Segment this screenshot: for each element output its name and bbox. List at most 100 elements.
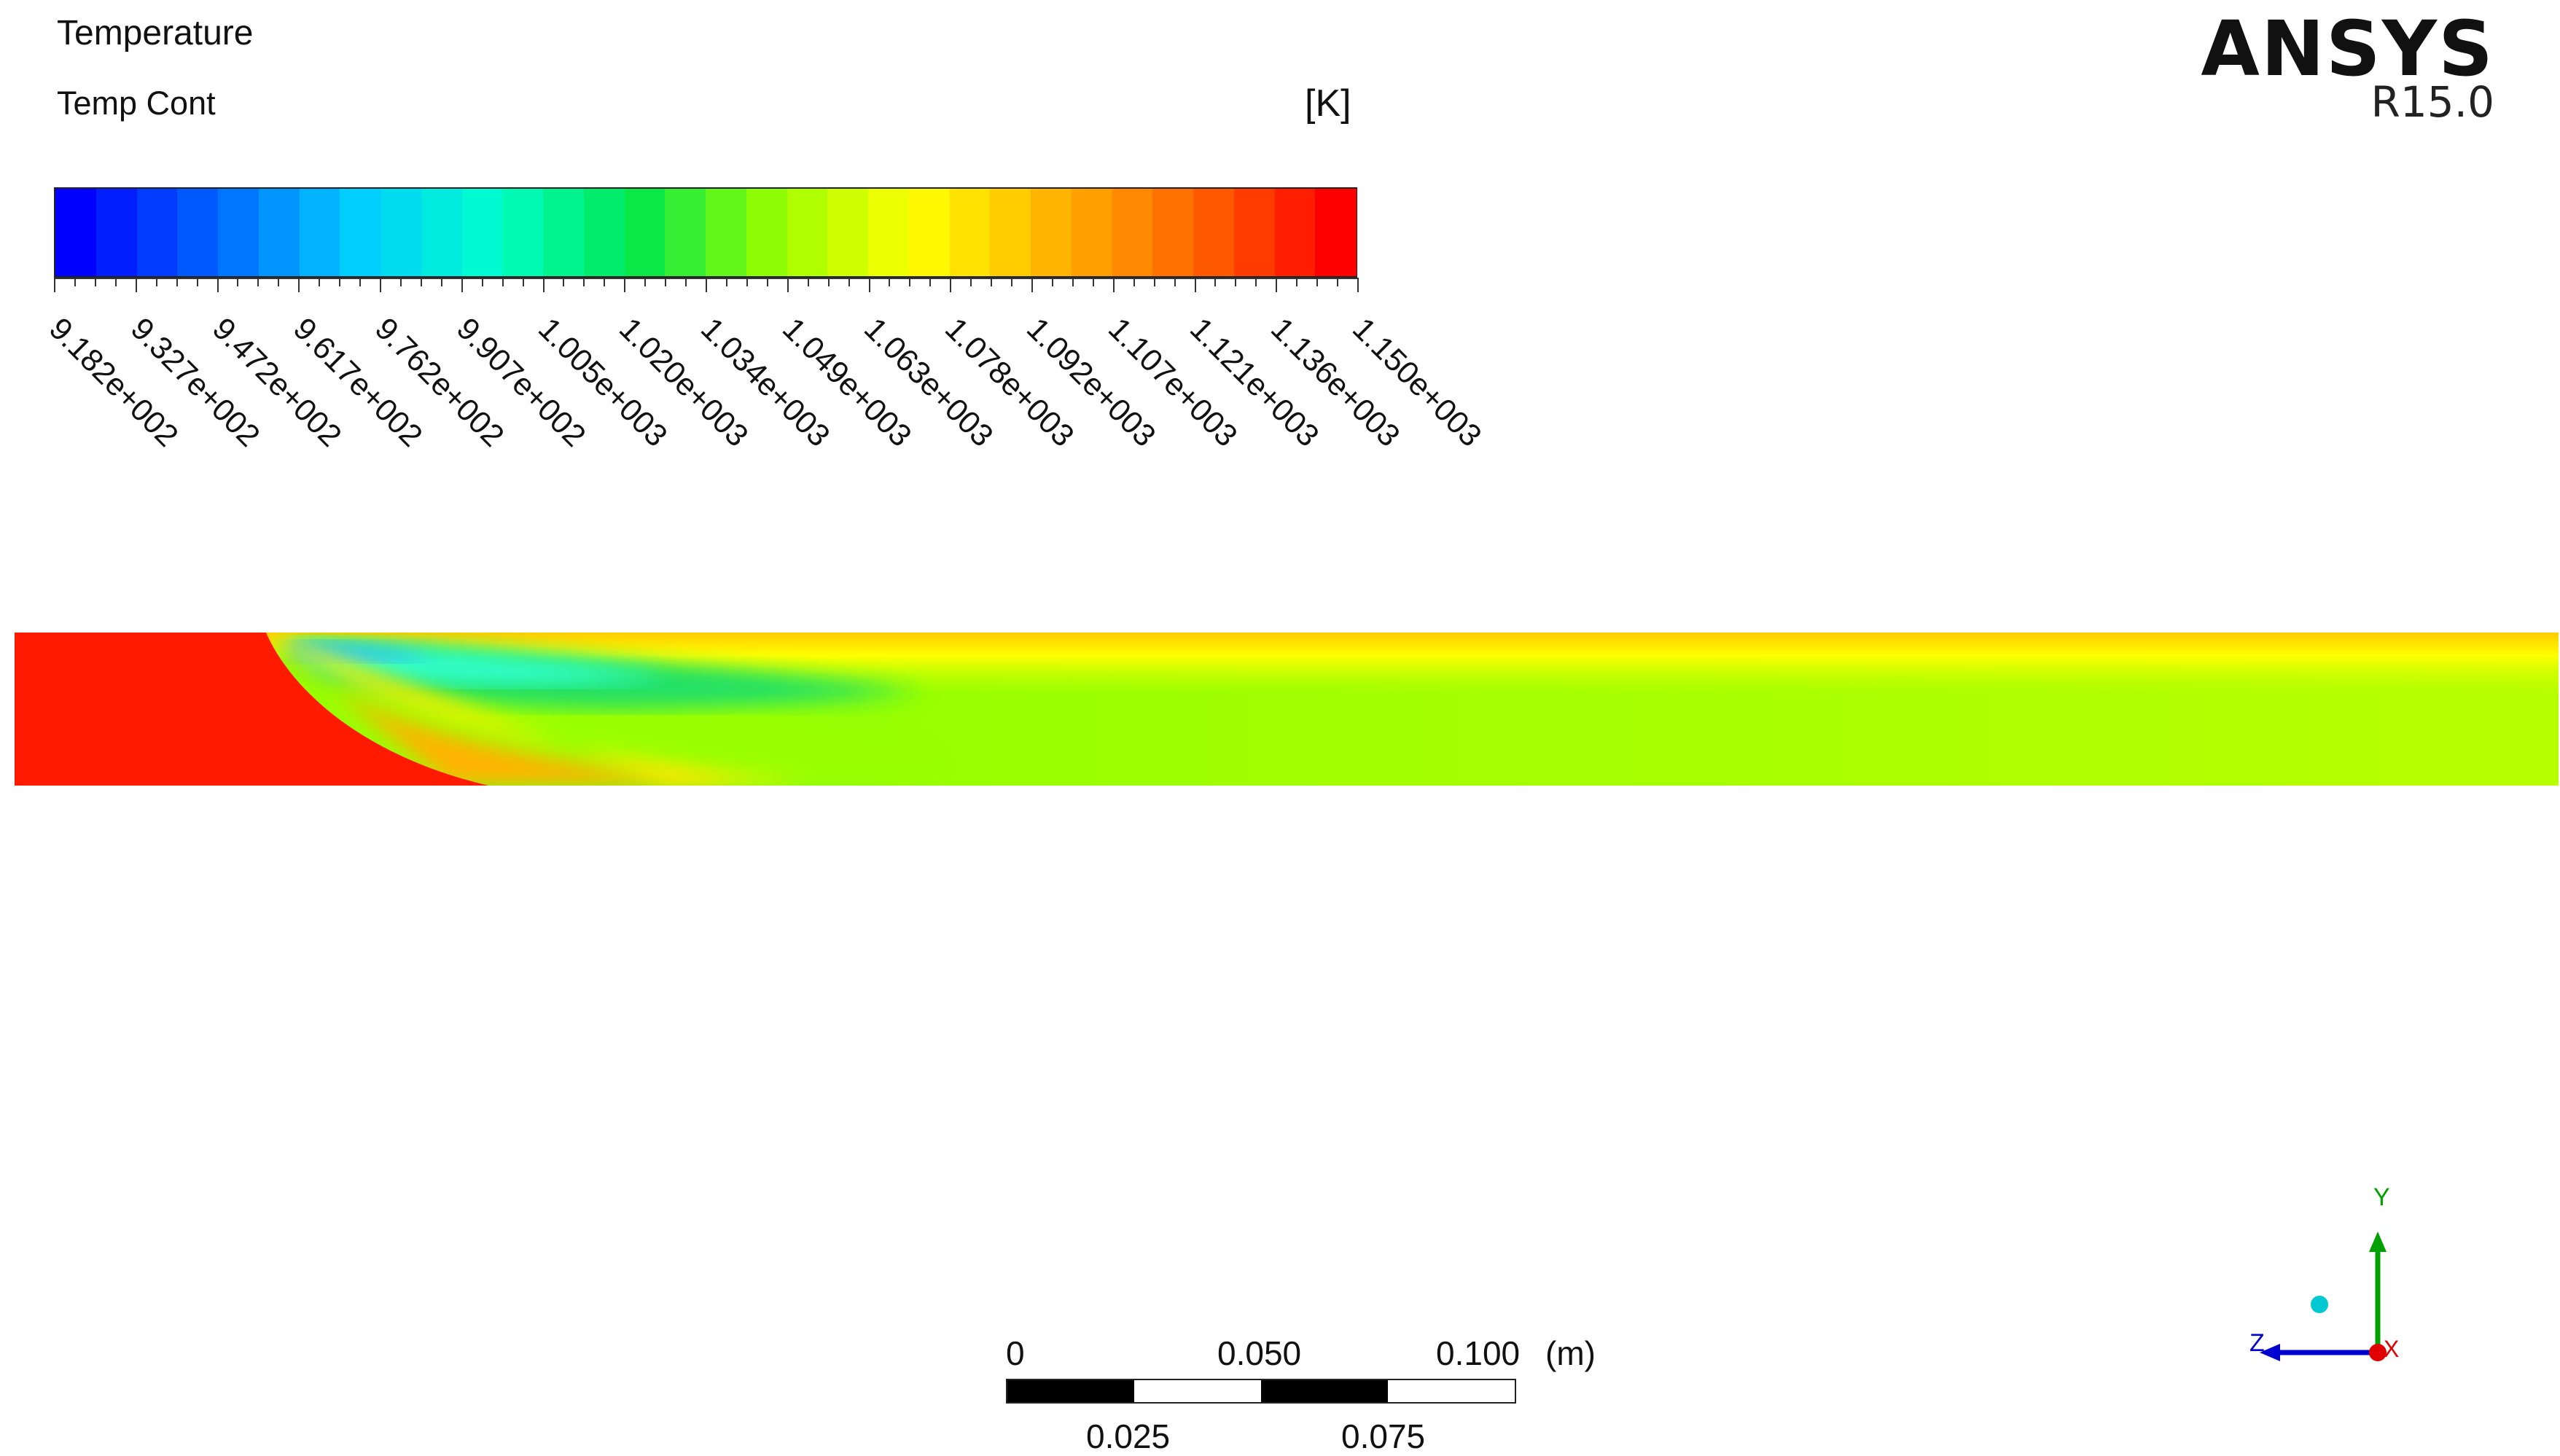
legend-minor-tick: [1235, 278, 1237, 286]
legend-minor-tick: [725, 278, 727, 286]
scale-bar-frame: [1006, 1379, 1516, 1404]
legend-major-tick: [1031, 278, 1033, 292]
legend-major-tick: [624, 278, 626, 292]
legend-color-step: [543, 189, 585, 276]
legend-major-tick: [868, 278, 870, 292]
legend-minor-tick: [94, 278, 96, 286]
legend-major-tick: [706, 278, 707, 292]
legend-minor-tick: [1072, 278, 1074, 286]
legend-minor-tick: [481, 278, 483, 286]
legend-minor-tick: [420, 278, 422, 286]
legend-color-step: [1274, 189, 1316, 276]
hot-front-orange: [262, 633, 744, 786]
legend-minor-tick: [257, 278, 259, 286]
legend-minor-tick: [766, 278, 768, 286]
legend-color-step: [1193, 189, 1235, 276]
legend-minor-tick: [399, 278, 402, 286]
legend-minor-tick: [1092, 278, 1094, 286]
legend-major-tick: [135, 278, 137, 292]
legend-minor-tick: [665, 278, 667, 286]
legend-major-tick: [1194, 278, 1196, 292]
y-axis-label: Y: [2373, 1188, 2390, 1211]
legend-color-step: [583, 189, 625, 276]
legend-major-tick: [787, 278, 789, 292]
legend-color-step: [1315, 189, 1357, 276]
color-legend-bar: [54, 187, 1357, 278]
temperature-contour-plot[interactable]: [15, 633, 2559, 786]
legend-color-step: [1071, 189, 1113, 276]
legend-color-step: [95, 189, 138, 276]
legend-major-tick: [1357, 278, 1359, 292]
legend-minor-tick: [176, 278, 178, 286]
legend-minor-tick: [746, 278, 748, 286]
axes-triad[interactable]: Y Z X: [2245, 1188, 2435, 1377]
legend-color-step: [624, 189, 666, 276]
legend-minor-tick: [1174, 278, 1176, 286]
scale-label-0100: 0.100: [1436, 1334, 1521, 1372]
x-axis-label: X: [2384, 1336, 2399, 1362]
legend-minor-tick: [440, 278, 442, 286]
legend-major-tick: [298, 278, 300, 292]
legend-color-step: [55, 189, 97, 276]
legend-minor-tick: [644, 278, 647, 286]
legend-title: Temperature: [57, 14, 254, 52]
hot-inlet-region: [15, 633, 488, 786]
legend-minor-tick: [807, 278, 809, 286]
legend-color-step: [258, 189, 300, 276]
view-indicator-dot: [2311, 1296, 2328, 1313]
legend-minor-tick: [155, 278, 157, 286]
scale-label-0025: 0.025: [1086, 1417, 1171, 1455]
legend-color-step: [381, 189, 422, 276]
legend-minor-tick: [1011, 278, 1013, 286]
legend-minor-tick: [970, 278, 972, 286]
scale-label-0: 0: [1006, 1334, 1025, 1372]
legend-minor-tick: [604, 278, 606, 286]
legend-color-step: [136, 189, 179, 276]
legend-minor-tick: [502, 278, 504, 286]
legend-minor-tick: [909, 278, 911, 286]
legend-color-step: [868, 189, 910, 276]
legend-color-step: [1112, 189, 1154, 276]
scale-unit: (m): [1545, 1334, 1596, 1372]
scale-segment: [1007, 1380, 1134, 1402]
legend-tick-axis: [54, 278, 1357, 279]
x-axis-marker: [2369, 1344, 2387, 1361]
legend-minor-tick: [1153, 278, 1155, 286]
legend-major-tick: [461, 278, 463, 292]
legend-color-step: [340, 189, 381, 276]
legend-color-step: [908, 189, 951, 276]
legend-major-tick: [216, 278, 219, 292]
legend-minor-tick: [339, 278, 341, 286]
legend-color-step: [787, 189, 829, 276]
legend-minor-tick: [1133, 278, 1135, 286]
legend-minor-tick: [685, 278, 687, 286]
legend-minor-tick: [1255, 278, 1257, 286]
legend-color-step: [299, 189, 341, 276]
legend-minor-tick: [827, 278, 830, 286]
legend-minor-tick: [1316, 278, 1319, 286]
version-label: R15.0: [2370, 77, 2494, 127]
legend-minor-tick: [1296, 278, 1298, 286]
z-axis-arrowhead: [2260, 1344, 2280, 1361]
legend-color-step: [746, 189, 788, 276]
legend-minor-tick: [278, 278, 280, 286]
legend-minor-tick: [522, 278, 524, 286]
legend-major-tick: [542, 278, 545, 292]
legend-minor-tick: [359, 278, 362, 286]
legend-color-step: [827, 189, 869, 276]
legend-minor-tick: [1337, 278, 1339, 286]
legend-color-step: [1152, 189, 1194, 276]
legend-minor-tick: [563, 278, 565, 286]
scale-label-0050: 0.050: [1217, 1334, 1302, 1372]
legend-subtitle: Temp Cont: [57, 85, 216, 122]
legend-color-step: [1031, 189, 1072, 276]
legend-major-tick: [380, 278, 381, 292]
legend-minor-tick: [889, 278, 891, 286]
legend-minor-tick: [848, 278, 850, 286]
legend-minor-tick: [929, 278, 932, 286]
legend-minor-tick: [1214, 278, 1217, 286]
legend-color-step: [218, 189, 259, 276]
legend-major-tick: [54, 278, 55, 292]
legend-color-step: [1233, 189, 1276, 276]
z-axis-label: Z: [2249, 1329, 2265, 1357]
